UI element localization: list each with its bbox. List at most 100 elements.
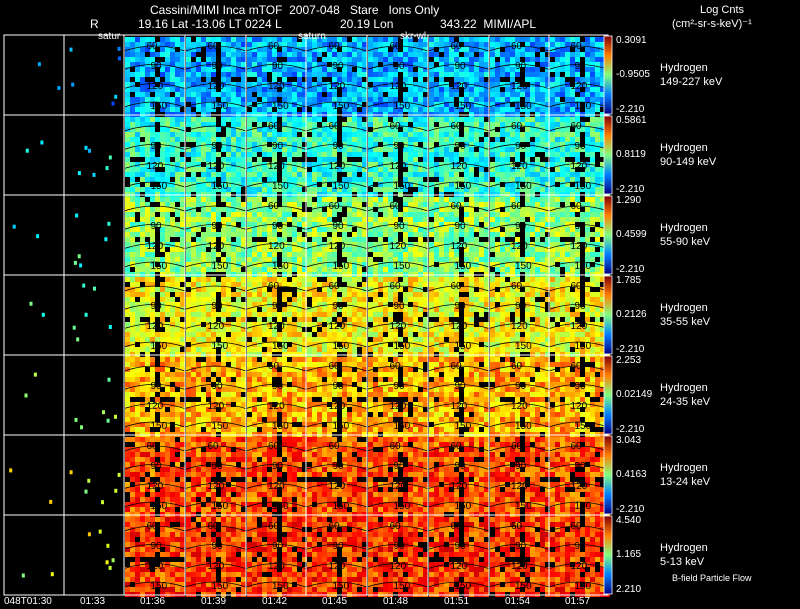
angle-label: 90 <box>211 221 223 232</box>
species-name: Hydrogen <box>660 302 708 314</box>
colorbar-label: -2.210 <box>616 424 645 435</box>
angle-label: 90 <box>272 301 284 312</box>
angle-label: 90 <box>332 541 344 552</box>
angle-label: 60 <box>389 361 401 372</box>
lat-lt-readout: 19.16 Lat -13.06 LT 0224 L <box>138 17 282 31</box>
angle-label: 60 <box>570 281 582 292</box>
angle-label: 90 <box>211 541 223 552</box>
angle-label: 150 <box>211 261 229 272</box>
spectrogram-panel <box>366 514 429 597</box>
angle-label: 90 <box>150 141 162 152</box>
angle-label: 90 <box>332 141 344 152</box>
angle-label: 150 <box>332 421 350 432</box>
angle-label: 90 <box>393 221 405 232</box>
angle-label: 90 <box>454 301 466 312</box>
species-label: Hydrogen 24-35 keV <box>660 381 710 409</box>
colorbar <box>603 435 613 515</box>
colorbar-label: 1.165 <box>616 549 642 560</box>
angle-label: 120 <box>389 81 407 92</box>
time-tick-label: 01:42 <box>262 596 288 607</box>
spectrogram-panel <box>3 34 65 116</box>
colorbar-label: -2.210 <box>616 344 645 355</box>
species-name: Hydrogen <box>660 142 708 154</box>
angle-label: 120 <box>207 481 225 492</box>
angle-label: 90 <box>272 541 284 552</box>
colorbar-label: 1.785 <box>616 275 642 286</box>
angle-label: 90 <box>454 381 466 392</box>
angle-label: 120 <box>268 81 285 92</box>
angle-label: 150 <box>272 341 289 352</box>
units-line-1: Log Cnts <box>700 4 745 16</box>
angle-label: 150 <box>150 421 168 432</box>
angle-label: 150 <box>515 261 532 272</box>
angle-label: 120 <box>268 401 285 412</box>
colorbar-label: -2.210 <box>616 184 645 195</box>
angle-label: 90 <box>211 61 223 72</box>
angle-label: 150 <box>515 341 532 352</box>
angle-label: 90 <box>515 221 527 232</box>
angle-label: 120 <box>328 401 346 412</box>
spectrogram-panel <box>488 514 550 597</box>
angle-label: 120 <box>450 561 468 572</box>
angle-label: 150 <box>211 421 229 432</box>
spectrogram-panel <box>366 34 429 117</box>
spectrogram-panel <box>63 194 125 276</box>
angle-label: 60 <box>389 41 401 52</box>
angle-label: 150 <box>393 101 411 112</box>
time-tick-label: 01:36 <box>140 596 166 607</box>
angle-label: 60 <box>328 41 340 52</box>
angle-label: 150 <box>211 581 229 592</box>
colorbar-label: 0.5861 <box>616 115 647 126</box>
angle-label: 90 <box>393 381 405 392</box>
time-tick-label: 01:51 <box>444 596 470 607</box>
angle-label: 150 <box>393 581 411 592</box>
angle-label: 120 <box>146 401 164 412</box>
spectrogram-panel <box>3 274 65 356</box>
colorbar-label: -2.210 <box>616 104 645 115</box>
angle-label: 60 <box>389 201 401 212</box>
angle-label: 60 <box>268 201 280 212</box>
colorbar-label: -2.210 <box>616 264 645 275</box>
angle-label: 120 <box>207 161 225 172</box>
angle-label: 150 <box>332 261 350 272</box>
colorbar-label: 4.540 <box>616 515 642 526</box>
angle-label: 60 <box>511 41 523 52</box>
energy-range: 35-55 keV <box>660 316 711 328</box>
angle-label: 120 <box>146 81 164 92</box>
angle-label: 120 <box>389 481 407 492</box>
angle-label: 60 <box>268 121 280 132</box>
spectrogram-panel <box>305 514 368 597</box>
angle-label: 120 <box>146 161 164 172</box>
angle-label: 120 <box>570 481 588 492</box>
angle-label: 90 <box>454 61 466 72</box>
angle-label: 120 <box>146 241 164 252</box>
angle-label: 150 <box>393 341 411 352</box>
angle-label: 60 <box>450 41 462 52</box>
angle-label: 150 <box>211 501 229 512</box>
angle-label: 90 <box>393 461 405 472</box>
angle-label: 60 <box>511 521 523 532</box>
angle-label: 120 <box>450 161 468 172</box>
angle-label: 120 <box>450 81 468 92</box>
angle-label: 90 <box>574 461 586 472</box>
species-name: Hydrogen <box>660 462 708 474</box>
angle-label: 150 <box>393 421 411 432</box>
angle-label: 90 <box>150 301 162 312</box>
species-name: Hydrogen <box>660 62 708 74</box>
time-tick-label: 048T01:30 <box>4 596 52 607</box>
spectrogram-panel <box>63 514 125 596</box>
angle-label: 150 <box>332 101 350 112</box>
angle-label: 90 <box>211 301 223 312</box>
angle-label: 60 <box>450 361 462 372</box>
angle-label: 150 <box>393 501 411 512</box>
angle-label: 90 <box>393 141 405 152</box>
angle-label: 120 <box>450 481 468 492</box>
colorbar-label: 0.8119 <box>616 149 646 160</box>
angle-label: 60 <box>268 361 280 372</box>
angle-label: 60 <box>328 441 340 452</box>
angle-label: 120 <box>207 241 225 252</box>
angle-label: 90 <box>454 541 466 552</box>
angle-label: 60 <box>450 281 462 292</box>
angle-label: 120 <box>146 321 164 332</box>
angle-label: 150 <box>454 581 472 592</box>
